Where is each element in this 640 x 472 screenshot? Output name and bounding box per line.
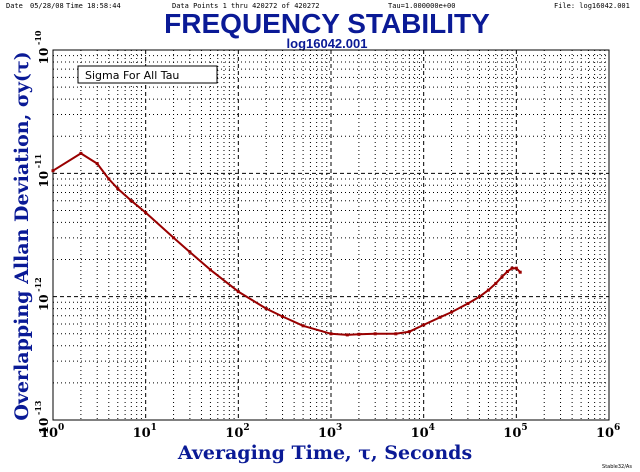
x-tick-exponent: 5 [521, 423, 527, 433]
x-tick-exponent: 1 [151, 423, 157, 433]
data-point [422, 323, 426, 327]
x-tick-exponent: 4 [429, 423, 435, 433]
data-point [51, 169, 55, 173]
chart-subtitle: log16042.001 [287, 36, 368, 51]
data-point [188, 250, 192, 254]
data-point [373, 332, 377, 336]
series-line [52, 152, 521, 336]
data-point [494, 281, 498, 285]
data-point [510, 266, 514, 270]
y-tick-labels: 10 -10 10 -11 10 -12 10 -13 [33, 30, 51, 434]
data-point [116, 187, 120, 191]
x-tick-label: 10 [318, 426, 336, 441]
series-layer [51, 151, 522, 337]
y-tick-exponent: -13 [33, 400, 43, 415]
y-tick-exponent: -11 [33, 154, 43, 168]
data-point [264, 307, 268, 311]
data-point [129, 199, 133, 203]
data-point [95, 162, 99, 166]
legend-text: Sigma For All Tau [85, 69, 179, 82]
date-value: 05/28/08 [30, 2, 64, 10]
grid [53, 50, 609, 420]
legend: Sigma For All Tau [77, 65, 218, 84]
plot-frame [52, 49, 610, 421]
data-point [236, 290, 240, 294]
data-point [301, 324, 305, 328]
x-tick-label: 10 [411, 426, 429, 441]
y-tick-exponent: -12 [33, 277, 43, 291]
data-point [478, 295, 481, 299]
data-point [79, 151, 83, 155]
data-point [107, 177, 111, 181]
chart-title: FREQUENCY STABILITY [164, 8, 490, 39]
time-value: 18:58:44 [87, 2, 121, 10]
data-point [281, 315, 284, 318]
x-tick-exponent: 2 [243, 423, 249, 433]
data-point [345, 333, 349, 337]
data-point [144, 211, 148, 215]
data-point [329, 332, 333, 336]
time-label: Time [66, 2, 83, 10]
data-point [450, 310, 454, 314]
data-point [466, 302, 470, 305]
header-info: Date 05/28/08 Time 18:58:44 Data Points … [6, 2, 630, 10]
y-tick-label: 10 [37, 418, 51, 435]
y-tick-label: 10 [37, 48, 51, 65]
y-axis-label: Overlapping Allan Deviation, σy(τ) [11, 51, 33, 420]
x-tick-label: 10 [133, 426, 151, 441]
y-tick-label: 10 [37, 294, 51, 311]
date-label: Date [6, 2, 23, 10]
tau-text: Tau=1.000000e+00 [388, 2, 455, 10]
y-tick-exponent: -10 [33, 30, 43, 45]
data-point [486, 288, 490, 292]
x-tick-label: 10 [503, 426, 521, 441]
file-text: File: log16042.001 [554, 2, 630, 10]
data-point [208, 268, 212, 272]
data-point [505, 270, 509, 273]
x-tick-exponent: 6 [614, 423, 620, 433]
y-tick-label: 10 [37, 171, 51, 188]
data-point [514, 266, 518, 270]
data-point [357, 332, 361, 336]
x-tick-label: 10 [225, 426, 243, 441]
x-tick-labels: 10 0 10 1 10 2 10 3 10 4 10 5 10 6 [40, 423, 620, 441]
data-point [438, 315, 442, 319]
data-point [172, 236, 176, 240]
data-point [394, 332, 398, 336]
x-tick-exponent: 0 [58, 423, 64, 433]
data-point [500, 275, 504, 279]
data-points-text: Data Points 1 thru 420272 of 420272 [172, 2, 320, 10]
legend-box [77, 65, 218, 84]
x-tick-exponent: 3 [336, 423, 342, 433]
data-point [518, 270, 522, 274]
data-point [407, 330, 411, 334]
x-tick-label: 10 [40, 426, 58, 441]
footer-text: Stable32/As [602, 464, 632, 470]
x-tick-label: 10 [596, 426, 614, 441]
x-axis-label: Averaging Time, τ, Seconds [177, 442, 472, 464]
